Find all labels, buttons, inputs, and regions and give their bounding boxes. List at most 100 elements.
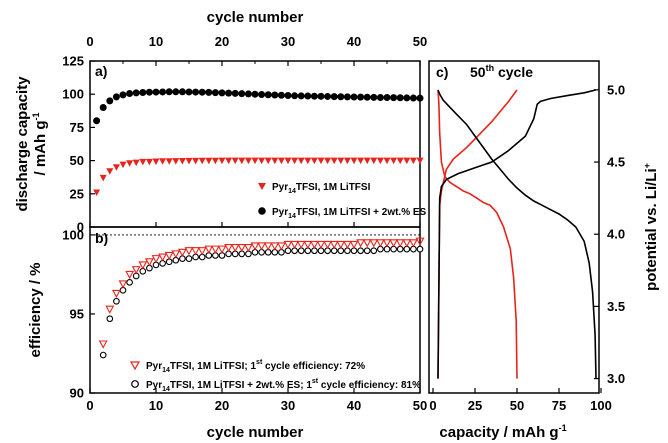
panel-a-series-2-point bbox=[277, 91, 285, 99]
panel-b-x-tick-label-3: 30 bbox=[281, 398, 295, 413]
panel-b-series-1-point bbox=[131, 266, 141, 275]
panel-b-series-2-point bbox=[416, 245, 424, 253]
panel-a-series-1-point bbox=[231, 157, 239, 165]
panel-a-top-x-tick-label-5: 50 bbox=[413, 34, 427, 49]
panel-a-series-1-point bbox=[126, 160, 134, 167]
panel-a-series-1-point bbox=[357, 157, 365, 165]
panel-a-series-1-point bbox=[284, 157, 292, 165]
panel-b-series-2-point bbox=[126, 278, 133, 286]
panel-a-series-1-point bbox=[251, 157, 259, 165]
panel-a-series-2-point bbox=[317, 92, 325, 100]
panel-a-y-axis-title-sup: -1 bbox=[31, 112, 41, 120]
panel-a-series-2-point bbox=[205, 88, 213, 96]
panel-a-series-1-point bbox=[106, 168, 114, 175]
panel-c-y-tick-label-3: 4.5 bbox=[607, 155, 625, 170]
panel-c-curve-2-1 bbox=[437, 89, 597, 379]
panel-a-series-1-point bbox=[337, 157, 345, 165]
panel-a-series-1-point bbox=[271, 157, 279, 165]
panel-c-y-axis-title: potential vs. Li/Li+ bbox=[642, 163, 660, 291]
panel-b-series-1-point bbox=[151, 255, 161, 264]
panel-b-series-1-point bbox=[158, 253, 168, 262]
panel-a-series-2-point bbox=[165, 88, 173, 96]
panel-a-series-2-point bbox=[145, 88, 153, 96]
panel-b-series-1-point bbox=[349, 240, 359, 250]
panel-a-series-1-point bbox=[317, 157, 325, 165]
panel-b-series-1-point bbox=[276, 242, 286, 251]
panel-b-series-1-point bbox=[389, 239, 399, 248]
panel-b-series-2-point bbox=[363, 247, 371, 255]
panel-b-series-1-point bbox=[375, 239, 385, 248]
panel-a-top-x-tick-label-3: 30 bbox=[281, 34, 295, 49]
panel-c-curve-1-1 bbox=[437, 89, 518, 379]
panel-a-series-1-point bbox=[211, 157, 219, 165]
panel-a-series-2-point bbox=[390, 94, 398, 102]
panel-a-series-2-point bbox=[231, 89, 239, 97]
panel-c-frame bbox=[428, 60, 600, 394]
panel-b-series-2-point bbox=[185, 255, 193, 262]
panel-c-y-tick-label-0: 3.0 bbox=[607, 371, 625, 386]
panel-b-x-tick-label-2: 20 bbox=[215, 398, 229, 413]
panel-b-series-1-point bbox=[362, 239, 372, 248]
panel-a-y-axis-title-2: / mAh g-1 bbox=[31, 112, 49, 175]
panel-a-y-tick-label-2: 50 bbox=[70, 153, 84, 168]
panel-a-series-2-point bbox=[330, 93, 338, 101]
panel-b-series-1-point bbox=[329, 240, 339, 250]
panel-b-series-1-point bbox=[250, 242, 260, 251]
panel-b-series-1-point bbox=[336, 240, 346, 250]
panel-a-frame bbox=[89, 60, 421, 228]
panel-c-curve-2-2 bbox=[437, 89, 597, 379]
panel-c-title: 50th cycle bbox=[470, 63, 533, 80]
panel-a-series-1-point bbox=[238, 157, 246, 165]
legend-a-entry-1: Pyr14TFSI, 1M LiTFSI bbox=[272, 182, 371, 195]
panel-b-y-tick-label-2: 100 bbox=[62, 227, 84, 242]
panel-b-series-2-point bbox=[113, 297, 120, 305]
panel-a-series-1-point bbox=[264, 157, 272, 165]
panel-b-series-1-point bbox=[111, 289, 121, 299]
panel-a-series-1-point bbox=[277, 157, 285, 165]
panel-a-series-2-point bbox=[310, 92, 318, 100]
panel-a-series-1-point bbox=[205, 157, 213, 165]
legend-a-entry-2: Pyr14TFSI, 1M LiTFSI + 2wt.% ES bbox=[272, 207, 427, 220]
panel-b-y-tick-label-0: 90 bbox=[70, 386, 84, 401]
panel-a-series-2-point bbox=[251, 90, 259, 98]
panel-a-series-1-point bbox=[409, 157, 417, 165]
legend-b-marker-1 bbox=[129, 361, 141, 371]
panel-a-y-axis-title-line2: / mAh g bbox=[32, 121, 49, 176]
panel-a-series-1-point bbox=[310, 157, 318, 165]
panel-a-series-2-point bbox=[244, 90, 252, 98]
panel-a-series-1-point bbox=[152, 158, 160, 166]
panel-a-series-1-point bbox=[218, 157, 226, 165]
panel-b-series-1-point bbox=[191, 247, 201, 256]
panel-a-series-2-point bbox=[363, 93, 371, 101]
panel-c-x-axis-title-sup: -1 bbox=[559, 423, 567, 433]
panel-a-series-1-point bbox=[390, 157, 398, 165]
panel-b-series-1-point bbox=[230, 244, 240, 253]
panel-a-series-2-point bbox=[291, 92, 299, 100]
panel-c-title-suffix: cycle bbox=[494, 64, 533, 80]
panel-b-series-1-point bbox=[323, 240, 333, 250]
panel-a-series-2-point bbox=[126, 90, 134, 98]
panel-b-series-1-point bbox=[408, 239, 418, 248]
panel-c-y-tick-label-1: 3.5 bbox=[607, 299, 625, 314]
panel-a-series-1-point bbox=[93, 189, 101, 196]
panel-b-series-1-point bbox=[402, 239, 412, 248]
panel-a-series-2-point bbox=[350, 93, 358, 101]
panel-a-series-1-point bbox=[403, 157, 411, 165]
panel-a-series-1-point bbox=[350, 157, 358, 165]
panel-a-series-2-point bbox=[403, 94, 411, 102]
panel-c-x-tick-label-2: 50 bbox=[510, 398, 524, 413]
panel-b-series-1-point bbox=[283, 240, 293, 250]
panel-a-series-1-point bbox=[99, 174, 107, 182]
panel-a-series-1-point bbox=[185, 157, 193, 165]
panel-c-label: c) bbox=[436, 64, 448, 80]
marks-layer bbox=[93, 88, 597, 379]
panel-a-series-1-point bbox=[112, 164, 120, 171]
panel-b-x-tick-label-1: 10 bbox=[149, 398, 163, 413]
panel-a-series-2-point bbox=[264, 91, 272, 99]
panel-a-y-tick-label-3: 75 bbox=[70, 120, 84, 135]
panel-c-y-tick-label-4: 5.0 bbox=[607, 82, 625, 97]
panel-a-series-1-point bbox=[376, 157, 384, 165]
panel-a-series-1-point bbox=[258, 157, 266, 165]
